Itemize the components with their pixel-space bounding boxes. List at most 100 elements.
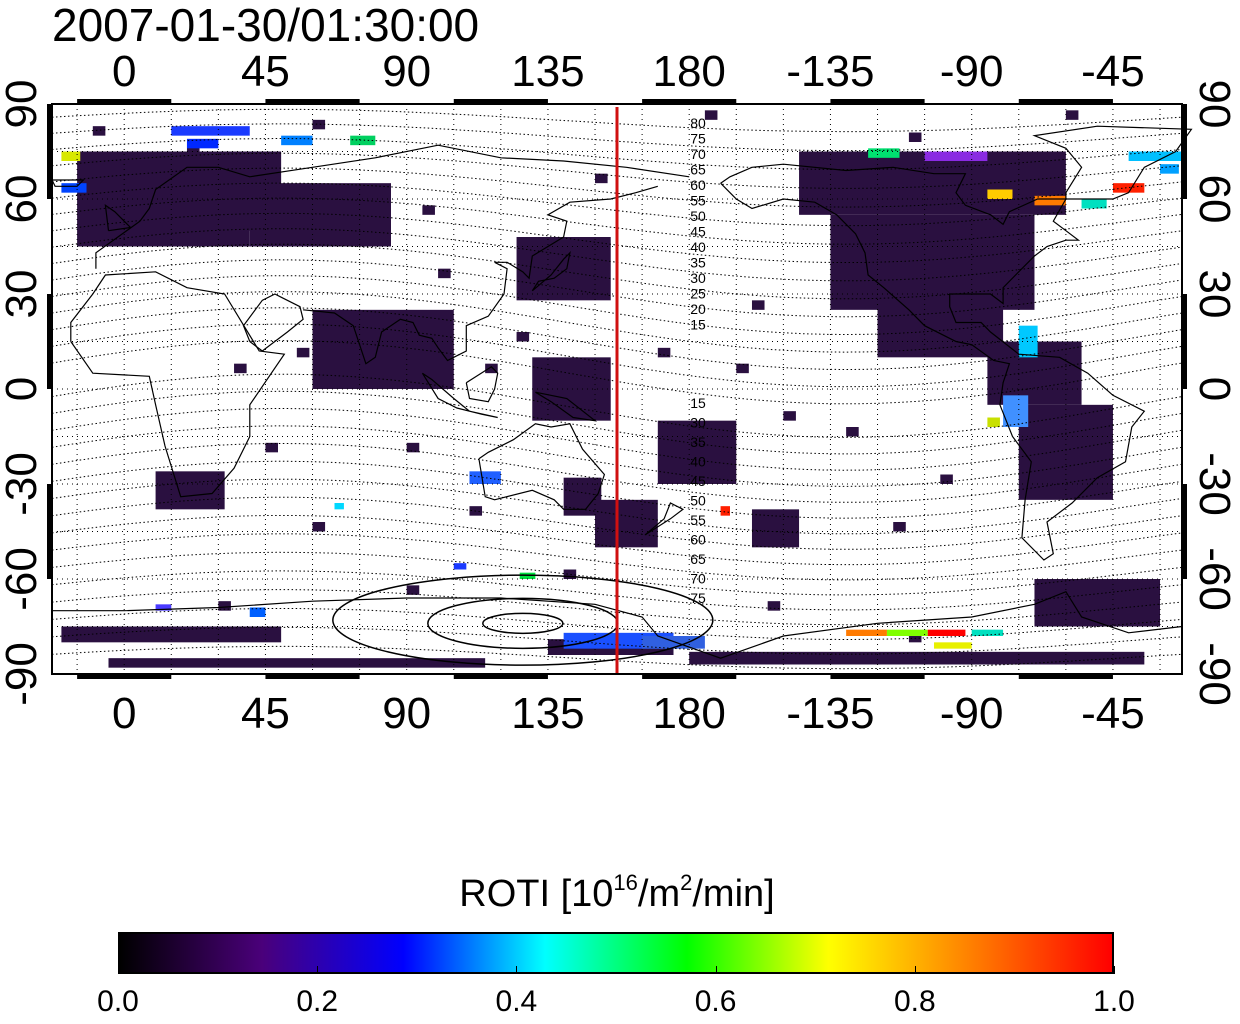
frame-tick-bar-right — [1182, 104, 1187, 199]
lat-label-left: 0 — [0, 377, 46, 401]
mlat-label-south: 65 — [690, 551, 706, 567]
mlat-contour — [52, 167, 1182, 208]
roti-cell-sparse — [406, 585, 420, 595]
roti-cell-sparse — [1065, 110, 1079, 120]
colorbar-tick-label: 0.4 — [495, 985, 538, 1018]
mlat-contour — [52, 570, 1182, 611]
mlat-label-south: 75 — [690, 590, 706, 606]
mlat-label-south: 40 — [690, 454, 706, 470]
frame-tick-bar-right — [1182, 294, 1187, 389]
lon-label-top: 180 — [652, 47, 725, 96]
mlat-label-north: 70 — [690, 146, 706, 162]
mlat-label-north: 80 — [690, 115, 706, 131]
roti-cell-sparse — [296, 347, 310, 358]
roti-cell — [657, 420, 737, 484]
roti-enhancement-cell — [453, 563, 467, 570]
mlat-label-north: 25 — [690, 286, 706, 302]
roti-enhancement-cell — [720, 506, 730, 516]
roti-enhancement-cell — [61, 183, 87, 193]
colorbar-tick-label: 0.6 — [694, 985, 737, 1018]
mlat-contour — [52, 589, 1182, 626]
colorbar-tick-mark — [118, 966, 119, 974]
coastline — [421, 372, 498, 419]
roti-cell-sparse — [704, 110, 718, 120]
lat-label-left: 60 — [0, 175, 46, 224]
roti-cell-sparse — [736, 363, 749, 374]
roti-enhancement-cell — [868, 148, 900, 158]
roti-cell-sparse — [563, 569, 577, 579]
coastline — [644, 502, 685, 536]
frame-tick-bar-top — [830, 99, 925, 104]
coastline — [70, 271, 286, 498]
roti-enhancement-cell — [987, 417, 1000, 427]
mlat-label-north: 65 — [690, 162, 706, 178]
roti-enhancement-cell — [927, 629, 966, 636]
roti-cell — [595, 499, 658, 548]
mlat-label-north: 15 — [690, 317, 706, 333]
coastline — [104, 204, 132, 232]
roti-cell — [799, 151, 1066, 215]
frame-tick-bar-bottom — [1018, 674, 1113, 679]
roti-enhancement-cell — [249, 607, 266, 617]
roti-cell-sparse — [343, 189, 357, 199]
mlat-label-south: 45 — [690, 473, 706, 489]
coastline — [535, 391, 598, 422]
colorbar-tick-label: 0.8 — [893, 985, 936, 1018]
coastline — [478, 423, 606, 510]
roti-cell-sparse — [218, 601, 231, 611]
coastline — [52, 590, 1183, 659]
mlat-label-north: 20 — [690, 301, 706, 317]
lon-label-bottom: 180 — [652, 689, 725, 738]
lon-label-bottom: -90 — [940, 689, 1004, 738]
roti-enhancement-cell — [1128, 151, 1182, 161]
colorbar-tick-mark — [516, 966, 518, 974]
mlat-contour — [52, 496, 1182, 550]
roti-enhancement-cell — [171, 126, 250, 136]
frame-tick-bar-bottom — [642, 674, 737, 679]
roti-cell-sparse — [893, 522, 906, 532]
lon-label-top: -90 — [940, 47, 1004, 96]
roti-cell-sparse — [234, 363, 247, 374]
colorbar-tick-label: 0.0 — [97, 985, 139, 1018]
mlat-label-south: 70 — [690, 571, 706, 587]
lat-label-right: -60 — [1190, 547, 1239, 611]
roti-cell-sparse — [265, 442, 278, 453]
mlat-contour — [52, 182, 1182, 227]
lon-label-bottom: 135 — [511, 689, 584, 738]
roti-cell-sparse — [92, 126, 106, 136]
lon-label-bottom: 0 — [112, 689, 136, 738]
roti-cell — [312, 309, 454, 389]
lon-label-top: 90 — [382, 47, 431, 96]
mlat-label-south: 35 — [690, 434, 706, 450]
roti-cell-sparse — [438, 268, 451, 279]
lon-label-top: 135 — [511, 47, 584, 96]
mlat-contour — [52, 626, 1182, 655]
lon-label-bottom: -135 — [786, 689, 874, 738]
lat-label-right: 60 — [1190, 175, 1239, 224]
coastline — [242, 293, 304, 352]
mlat-label-north: 75 — [690, 131, 706, 147]
mlat-contour — [52, 645, 1182, 670]
lat-label-left: -90 — [0, 642, 46, 706]
mlat-label-north: 50 — [690, 208, 706, 224]
lat-label-left: -60 — [0, 547, 46, 611]
map-frame — [47, 99, 1187, 679]
coastline — [51, 179, 85, 187]
roti-data-layer — [61, 110, 1182, 668]
coastlines — [51, 125, 1193, 659]
roti-cell-sparse — [595, 173, 608, 184]
roti-cell — [155, 471, 225, 510]
roti-enhancement-cell — [1160, 164, 1179, 174]
roti-cell-sparse — [751, 300, 765, 310]
roti-cell-sparse — [908, 132, 922, 142]
colorbar-tick-mark — [317, 966, 319, 974]
roti-cell — [877, 294, 1004, 358]
timestamp: 2007-01-30/01:30:00 — [52, 0, 480, 51]
frame-tick-bar-left — [47, 294, 52, 389]
roti-enhancement-cell — [846, 629, 887, 636]
frame-tick-bar-left — [47, 484, 52, 579]
lon-label-top: -135 — [786, 47, 874, 96]
lat-label-left: -30 — [0, 452, 46, 516]
roti-cell-sparse — [516, 332, 530, 342]
mlat-label-north: 45 — [690, 224, 706, 240]
